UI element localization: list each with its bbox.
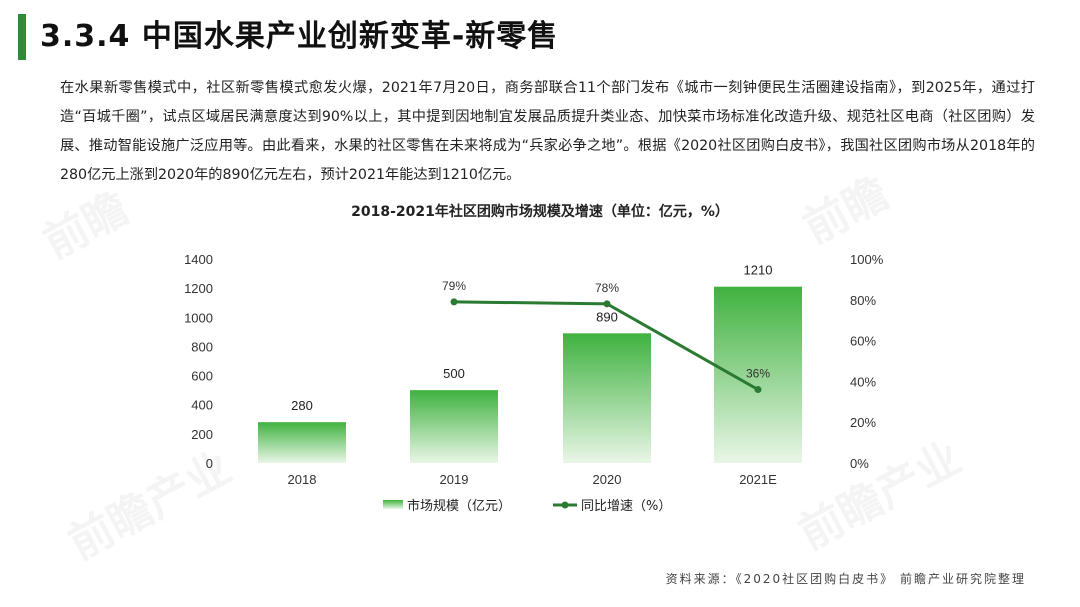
x-axis-tick: 2018 xyxy=(288,472,317,487)
bar-label: 500 xyxy=(443,366,465,381)
left-axis-tick: 800 xyxy=(191,339,213,354)
legend-line-label: 同比增速（%） xyxy=(581,499,671,514)
left-axis-tick: 0 xyxy=(206,456,213,471)
growth-label: 78% xyxy=(595,281,619,295)
x-axis-tick: 2021E xyxy=(739,472,777,487)
growth-point xyxy=(754,386,762,394)
page-title: 3.3.4 中国水果产业创新变革-新零售 xyxy=(40,19,559,54)
left-axis-tick: 200 xyxy=(191,427,213,442)
legend-line-marker xyxy=(561,501,569,509)
left-axis-tick: 1400 xyxy=(184,252,213,267)
legend-bar-swatch xyxy=(383,500,403,509)
chart-title: 2018-2021年社区团购市场规模及增速（单位：亿元，%） xyxy=(351,204,729,220)
body-paragraph: 在水果新零售模式中，社区新零售模式愈发火爆，2021年7月20日，商务部联合11… xyxy=(60,80,1035,183)
source-note: 资料来源：《2020社区团购白皮书》 前瞻产业研究院整理 xyxy=(665,572,1026,586)
right-axis-tick: 0% xyxy=(850,456,869,471)
bar-2018 xyxy=(258,422,346,463)
title-accent-bar xyxy=(18,14,26,60)
right-axis-tick: 100% xyxy=(850,252,884,267)
bar-label: 1210 xyxy=(744,263,773,278)
bar-2020 xyxy=(563,333,651,463)
bar-2019 xyxy=(410,390,498,463)
right-axis-tick: 40% xyxy=(850,374,876,389)
bar-label: 890 xyxy=(596,309,618,324)
left-axis-tick: 1200 xyxy=(184,281,213,296)
legend-bar-label: 市场规模（亿元） xyxy=(407,498,511,514)
right-axis-tick: 80% xyxy=(850,293,876,308)
bar-label: 280 xyxy=(291,398,313,413)
growth-point xyxy=(603,300,611,308)
x-axis-tick: 2019 xyxy=(440,472,469,487)
right-axis-tick: 60% xyxy=(850,334,876,349)
x-axis-tick: 2020 xyxy=(593,472,622,487)
right-axis-tick: 20% xyxy=(850,415,876,430)
left-axis-tick: 400 xyxy=(191,398,213,413)
bar-2021E xyxy=(714,286,802,463)
growth-label: 79% xyxy=(442,279,466,293)
combo-chart: 0 200 400 600 800 1000 1200 1400 0% 20% 40% 60% 80%… xyxy=(184,252,884,514)
left-axis-tick: 600 xyxy=(191,369,213,384)
growth-label: 36% xyxy=(746,367,770,381)
growth-point xyxy=(450,298,458,306)
left-axis-tick: 1000 xyxy=(184,310,213,325)
